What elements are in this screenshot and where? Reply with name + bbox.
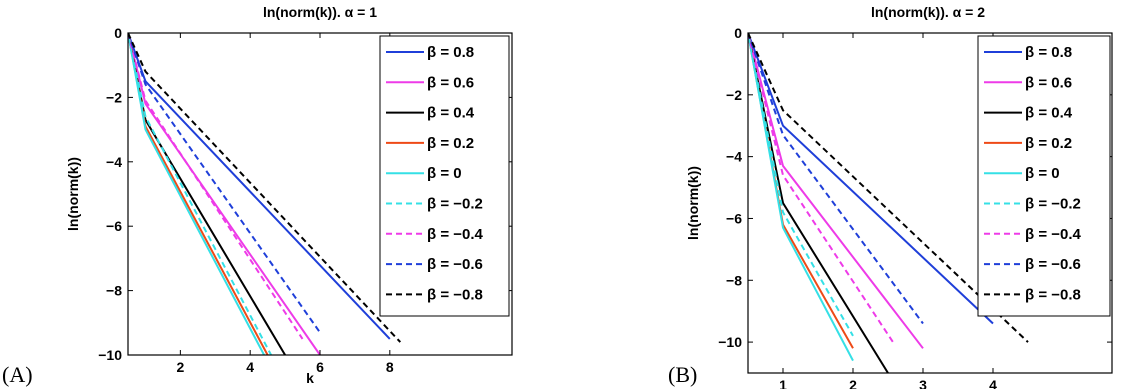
series-line-8 — [128, 33, 402, 343]
panel-label: (B) — [668, 362, 697, 387]
series-line-8 — [748, 33, 1029, 343]
chart-title: ln(norm(k)). α = 1 — [263, 4, 377, 20]
series-lines — [748, 33, 1029, 373]
y-tick-label: −4 — [726, 149, 742, 165]
x-tick-label: 4 — [246, 359, 254, 375]
x-tick-label: 8 — [386, 359, 394, 375]
x-tick-label: 6 — [316, 359, 324, 375]
x-tick-label: 1 — [779, 377, 787, 389]
legend-label-5: β = −0.2 — [1025, 196, 1081, 213]
x-tick-label: 2 — [849, 377, 857, 389]
panel-b: ln(norm(k)). α = 212340−2−4−6−8−10kln(no… — [668, 4, 1113, 389]
legend-label-3: β = 0.2 — [427, 135, 474, 152]
x-tick-label: 2 — [176, 359, 184, 375]
series-line-0 — [128, 33, 391, 340]
legend-label-4: β = 0 — [1025, 165, 1060, 182]
series-line-4 — [128, 33, 265, 355]
y-tick-label: −4 — [106, 154, 122, 170]
y-tick-label: 0 — [114, 25, 122, 41]
x-tick-label: 3 — [919, 377, 927, 389]
panel-a: ln(norm(k)). α = 1 2 4 6 8 0 −2 −4 −6 −8 −10 k ln(no… — [2, 4, 513, 387]
y-tick-label: 0 — [734, 25, 742, 41]
series-lines — [128, 33, 402, 355]
series-line-1 — [748, 33, 924, 349]
legend-label-2: β = 0.4 — [427, 105, 475, 122]
y-axis-label: ln(norm(k)) — [65, 157, 81, 231]
legend-label-4: β = 0 — [427, 165, 462, 182]
y-tick-label: −6 — [106, 218, 122, 234]
y-tick-label: −6 — [726, 210, 742, 226]
panel-label: (A) — [2, 362, 33, 387]
chart-title: ln(norm(k)). α = 2 — [871, 4, 985, 20]
legend-label-8: β = −0.8 — [427, 286, 483, 303]
x-axis-label: k — [306, 370, 314, 386]
legend-label-3: β = 0.2 — [1025, 135, 1072, 152]
legend-label-2: β = 0.4 — [1025, 105, 1073, 122]
axes-box — [747, 32, 1113, 374]
y-tick-label: −2 — [106, 89, 122, 105]
series-line-2 — [748, 33, 889, 373]
legend-label-5: β = −0.2 — [427, 196, 483, 213]
legend: β = 0.8 β = 0.6 β = 0.4 β = 0.2 β = 0 β = −0.… — [379, 35, 510, 317]
x-tick-label: 4 — [989, 377, 997, 389]
y-axis-label: ln(norm(k)) — [685, 166, 701, 240]
series-line-4 — [748, 33, 854, 362]
legend-label-0: β = 0.8 — [427, 44, 474, 61]
series-line-3 — [748, 33, 854, 349]
series-line-6 — [128, 33, 304, 340]
y-tick-label: −8 — [106, 283, 122, 299]
legend-label-1: β = 0.6 — [1025, 74, 1072, 91]
series-line-6 — [748, 33, 896, 346]
series-line-5 — [128, 33, 272, 355]
legend-label-6: β = −0.4 — [427, 226, 484, 243]
legend-label-6: β = −0.4 — [1025, 226, 1082, 243]
series-line-7 — [748, 33, 924, 325]
y-tick-label: −10 — [98, 347, 122, 363]
legend-label-8: β = −0.8 — [1025, 286, 1081, 303]
y-tick-label: −2 — [726, 87, 742, 103]
legend-label-1: β = 0.6 — [427, 74, 474, 91]
series-line-1 — [128, 33, 321, 355]
legend-label-0: β = 0.8 — [1025, 44, 1072, 61]
series-line-5 — [748, 33, 854, 337]
y-tick-label: −10 — [718, 334, 742, 350]
legend-label-7: β = −0.6 — [1025, 256, 1081, 273]
legend: β = 0.8 β = 0.6 β = 0.4 β = 0.2 β = 0 β = −0.… — [977, 35, 1111, 317]
series-line-0 — [748, 33, 994, 325]
legend-label-7: β = −0.6 — [427, 256, 483, 273]
series-line-7 — [128, 33, 321, 334]
y-tick-label: −8 — [726, 272, 742, 288]
